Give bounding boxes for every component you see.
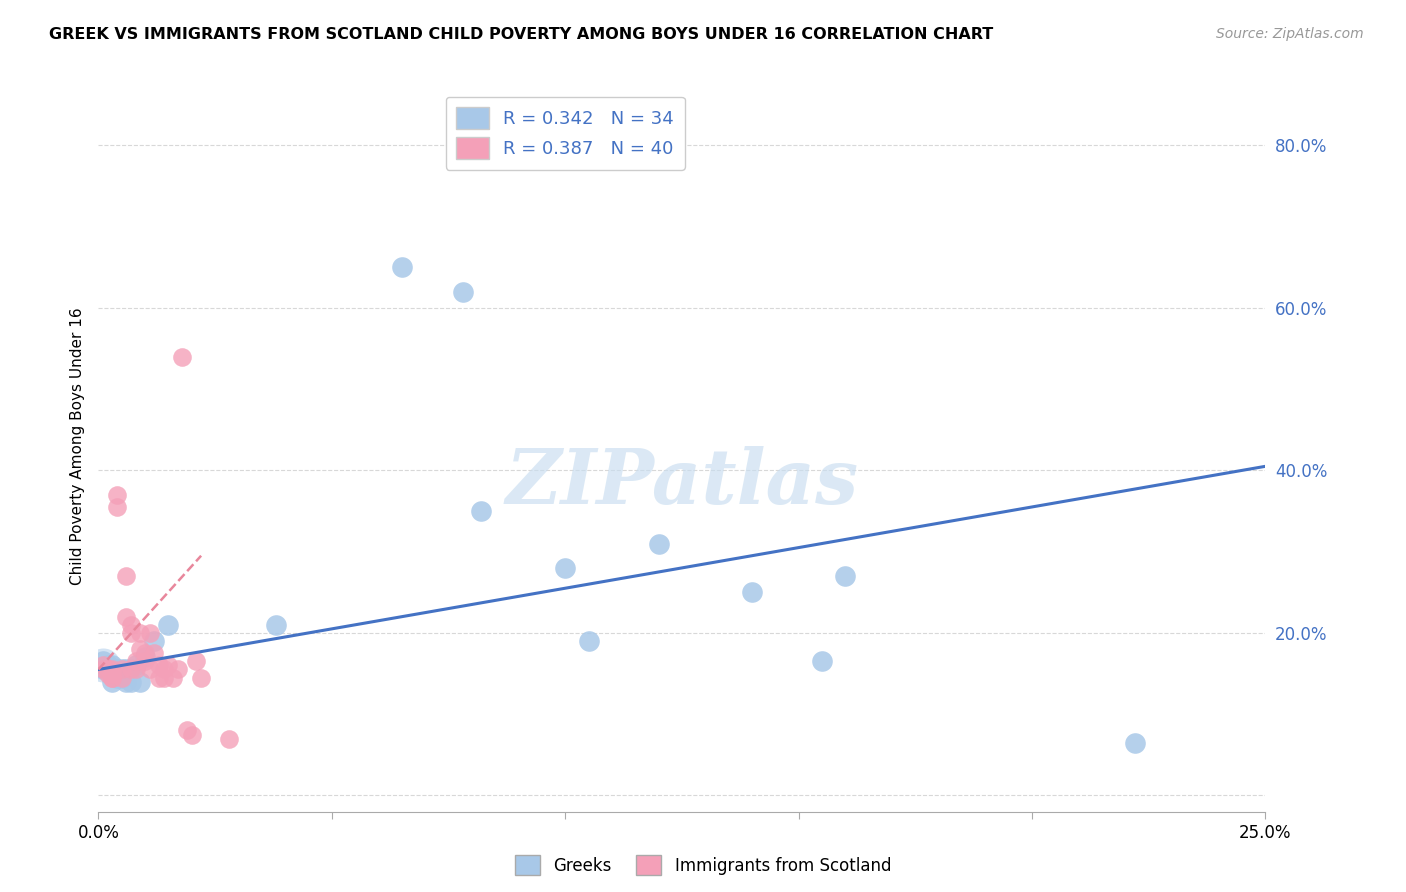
- Point: [120, 663, 142, 677]
- Point: [115, 674, 138, 689]
- Point: [129, 674, 152, 689]
- Point: [470, 504, 492, 518]
- Point: [129, 626, 152, 640]
- Point: [115, 569, 138, 583]
- Point: [115, 609, 138, 624]
- Point: [97, 663, 120, 677]
- Text: GREEK VS IMMIGRANTS FROM SCOTLAND CHILD POVERTY AMONG BOYS UNDER 16 CORRELATION : GREEK VS IMMIGRANTS FROM SCOTLAND CHILD …: [49, 27, 994, 42]
- Point: [139, 626, 162, 640]
- Point: [172, 350, 194, 364]
- Point: [134, 646, 156, 660]
- Point: [101, 663, 124, 677]
- Point: [834, 569, 856, 583]
- Point: [101, 671, 124, 685]
- Point: [1123, 736, 1146, 750]
- Point: [97, 663, 120, 677]
- Point: [111, 671, 134, 685]
- Point: [125, 663, 148, 677]
- Point: [120, 617, 142, 632]
- Point: [91, 663, 114, 677]
- Point: [101, 674, 124, 689]
- Point: [148, 671, 170, 685]
- Text: ZIPatlas: ZIPatlas: [505, 446, 859, 519]
- Y-axis label: Child Poverty Among Boys Under 16: Child Poverty Among Boys Under 16: [69, 307, 84, 585]
- Point: [111, 663, 134, 677]
- Point: [120, 663, 142, 677]
- Point: [120, 674, 142, 689]
- Text: Source: ZipAtlas.com: Source: ZipAtlas.com: [1216, 27, 1364, 41]
- Point: [176, 723, 198, 738]
- Point: [218, 731, 240, 746]
- Point: [186, 654, 208, 668]
- Point: [134, 650, 156, 665]
- Point: [166, 663, 188, 677]
- Point: [97, 658, 120, 673]
- Point: [578, 634, 600, 648]
- Point: [105, 500, 128, 514]
- Point: [105, 663, 128, 677]
- Point: [120, 626, 142, 640]
- Point: [162, 671, 184, 685]
- Point: [91, 654, 114, 668]
- Point: [105, 671, 128, 685]
- Point: [143, 634, 166, 648]
- Point: [152, 663, 174, 677]
- Point: [105, 666, 128, 681]
- Point: [125, 654, 148, 668]
- Point: [111, 663, 134, 677]
- Point: [97, 663, 120, 677]
- Point: [264, 617, 287, 632]
- Point: [741, 585, 763, 599]
- Legend: Greeks, Immigrants from Scotland: Greeks, Immigrants from Scotland: [508, 848, 898, 882]
- Point: [129, 642, 152, 657]
- Point: [143, 646, 166, 660]
- Point: [152, 671, 174, 685]
- Point: [101, 671, 124, 685]
- Point: [91, 663, 114, 677]
- Point: [101, 658, 124, 673]
- Point: [157, 658, 180, 673]
- Point: [101, 663, 124, 677]
- Point: [451, 285, 474, 299]
- Point: [180, 727, 202, 741]
- Point: [91, 658, 114, 673]
- Point: [148, 658, 170, 673]
- Point: [111, 671, 134, 685]
- Point: [105, 488, 128, 502]
- Point: [811, 654, 834, 668]
- Point: [134, 654, 156, 668]
- Legend: R = 0.342   N = 34, R = 0.387   N = 40: R = 0.342 N = 34, R = 0.387 N = 40: [446, 96, 685, 169]
- Point: [647, 536, 669, 550]
- Point: [97, 666, 120, 681]
- Point: [391, 260, 413, 275]
- Point: [125, 658, 148, 673]
- Point: [101, 666, 124, 681]
- Point: [97, 663, 120, 677]
- Point: [190, 671, 212, 685]
- Point: [115, 663, 138, 677]
- Point: [554, 561, 576, 575]
- Point: [157, 617, 180, 632]
- Point: [139, 663, 162, 677]
- Point: [101, 666, 124, 681]
- Point: [91, 658, 114, 673]
